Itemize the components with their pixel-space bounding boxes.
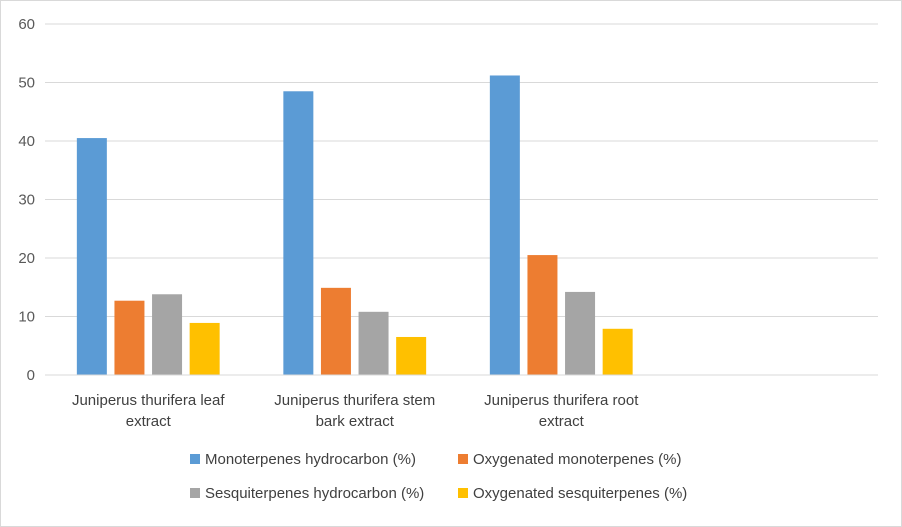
x-tick-label-line: bark extract [316,413,395,430]
bars [76,75,633,376]
legend-label: Monoterpenes hydrocarbon (%) [205,451,416,468]
y-axis-ticks: 0 10 20 30 40 50 60 [18,16,35,384]
bar [76,138,107,375]
bar [527,255,558,375]
x-tick-label: Juniperus thurifera root extract [484,392,639,430]
legend-swatch [190,488,200,498]
x-tick-label-line: Juniperus thurifera root [484,392,639,409]
x-tick-label-line: Juniperus thurifera leaf [72,392,225,409]
x-axis: Juniperus thurifera leaf extractJuniperus… [45,374,878,430]
legend-label: Oxygenated sesquiterpenes (%) [473,485,687,502]
x-tick-label: Juniperus thurifera stem bark extract [274,392,435,430]
y-tick-label: 40 [18,133,35,150]
bar [320,287,351,375]
y-tick-label: 0 [27,367,35,384]
bar [565,291,596,375]
bar [152,294,183,375]
bar [396,336,427,375]
legend-swatch [190,454,200,464]
y-tick-label: 10 [18,309,35,326]
bar [283,91,314,376]
bar [114,300,145,375]
bar [489,75,520,375]
legend-label: Oxygenated monoterpenes (%) [473,451,681,468]
bar [358,311,389,375]
legend-swatch [458,454,468,464]
y-tick-label: 30 [18,192,35,209]
legend: Monoterpenes hydrocarbon (%) Oxygenated m… [190,451,687,502]
x-tick-label-line: Juniperus thurifera stem [274,392,435,409]
y-tick-label: 20 [18,250,35,267]
y-tick-label: 60 [18,16,35,33]
x-tick-label-line: extract [539,413,585,430]
x-tick-label-line: extract [126,413,172,430]
y-tick-label: 50 [18,75,35,92]
bar [602,328,633,375]
legend-swatch [458,488,468,498]
bar [189,322,220,375]
legend-label: Sesquiterpenes hydrocarbon (%) [205,485,424,502]
x-tick-label: Juniperus thurifera leaf extract [72,392,225,430]
